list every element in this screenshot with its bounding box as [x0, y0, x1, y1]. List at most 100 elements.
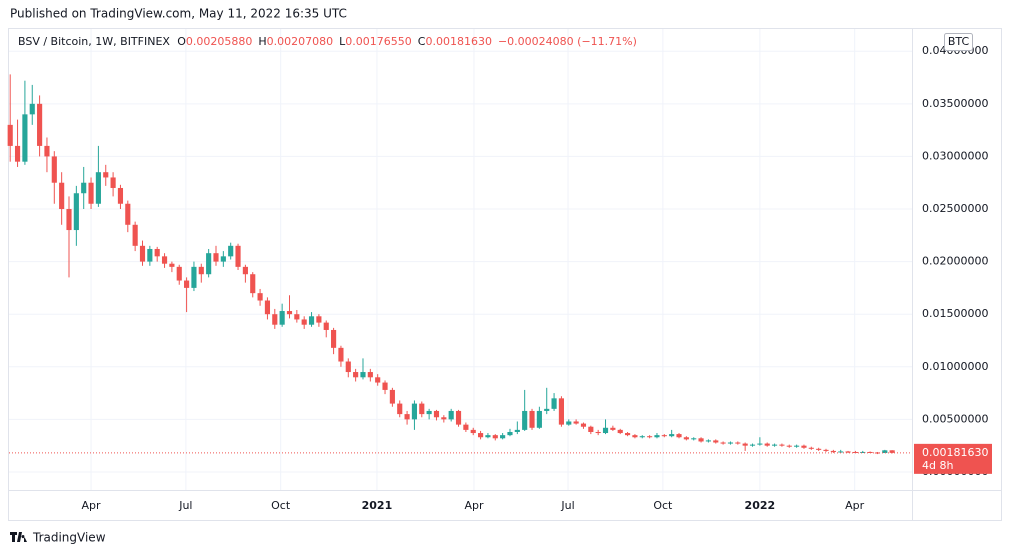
candle-body [771, 444, 778, 446]
grid [9, 29, 912, 490]
candle-body [470, 429, 476, 434]
candles [7, 74, 895, 455]
candle-body [801, 445, 807, 448]
candle-body [602, 427, 609, 434]
x-tick-label: Apr [845, 499, 865, 512]
candle-body [536, 410, 542, 428]
candle-body [816, 448, 822, 450]
candle-body [617, 429, 623, 434]
frame [8, 28, 1002, 521]
candle-body [580, 423, 587, 427]
candle-body [191, 266, 197, 288]
price-scale: 0.000000000.005000000.010000000.01500000… [922, 44, 988, 478]
candle-body [764, 443, 770, 446]
candle-body [117, 187, 124, 204]
x-tick-label: Jul [178, 499, 192, 512]
y-tick-label: 0.03500000 [922, 97, 988, 110]
candle-body [485, 435, 491, 438]
candle-body [308, 316, 315, 325]
candle-body [110, 177, 116, 188]
candle-body [51, 156, 57, 183]
candle-body [59, 182, 65, 210]
candle-body [529, 410, 535, 428]
candle-body [676, 434, 682, 438]
candle-body [7, 124, 13, 146]
candle-body [595, 431, 601, 434]
legend-symbol: BSV / Bitcoin, 1W, BITFINEX [18, 35, 170, 48]
y-tick-label: 0.02000000 [922, 255, 988, 268]
candle-body [882, 450, 888, 454]
candle-body [830, 450, 836, 452]
candle-body [176, 266, 182, 281]
legend-key: H [258, 35, 266, 48]
candle-body [558, 398, 564, 425]
candle-body [125, 203, 131, 225]
candle-body [889, 450, 895, 453]
published-note: Published on TradingView.com, May 11, 20… [10, 7, 347, 21]
candle-body [206, 253, 212, 275]
candle-body [713, 440, 719, 443]
candle-body [279, 311, 285, 325]
candle-body [566, 421, 572, 425]
candle-body [272, 314, 278, 325]
legend-change: −0.00024080 (−11.71%) [498, 35, 637, 48]
candle-body [382, 382, 388, 390]
candle-body [691, 438, 697, 440]
candle-body [29, 103, 35, 115]
candle-body [426, 410, 432, 415]
candle-body [624, 433, 631, 436]
candle-body [220, 256, 226, 262]
candle-body [698, 438, 704, 442]
candle-body [235, 245, 241, 267]
candle-body [37, 103, 43, 146]
y-tick-label: 0.03000000 [922, 149, 988, 162]
candle-body [838, 451, 844, 453]
logo-icon [10, 532, 27, 542]
candle-body [639, 436, 645, 438]
candle-body [735, 442, 741, 444]
x-tick-label: Jul [560, 499, 574, 512]
candle-body [588, 426, 594, 432]
time-scale: Apr Jul Oct 2021 Apr Jul Oct 2022 Apr [82, 499, 865, 512]
candle-body [492, 435, 498, 439]
candle-body [88, 182, 94, 204]
candle-body [419, 403, 425, 415]
currency-box [944, 33, 973, 51]
candle-body [647, 436, 653, 438]
legend: BSV / Bitcoin, 1W, BITFINEX O0.00205880 H0… [18, 35, 637, 48]
candle-body [860, 451, 866, 453]
candle-body [154, 248, 160, 257]
candle-body [242, 266, 248, 275]
candle-body [132, 224, 138, 246]
legend-key: L [339, 35, 346, 48]
currency-label: BTC [948, 35, 970, 48]
footer-brand: TradingView [32, 531, 106, 545]
candle-body [103, 172, 109, 178]
candle-body [808, 447, 814, 449]
candle-body [514, 429, 520, 432]
candle-body [573, 421, 579, 424]
candle-body [250, 274, 256, 294]
candle-body [81, 182, 87, 194]
last-price-label: 0.00181630 [922, 446, 988, 459]
candle-body [323, 322, 329, 330]
candle-body [522, 410, 528, 430]
candle-body [22, 114, 28, 162]
legend-value: 0.00205880 [186, 35, 252, 48]
footer-logo: TradingView [10, 531, 106, 545]
candle-body [507, 431, 513, 436]
x-tick-label: Apr [82, 499, 102, 512]
candle-body [95, 172, 101, 204]
candle-body [161, 256, 168, 264]
candle-body [147, 248, 153, 262]
y-tick-label: 0.00500000 [922, 412, 988, 425]
candle-body [14, 145, 21, 162]
candle-body [169, 263, 175, 267]
legend-value: 0.00181630 [425, 35, 491, 48]
candle-body [404, 414, 410, 420]
legend-key: C [418, 35, 426, 48]
x-tick-label: Oct [653, 499, 673, 512]
candle-body [264, 300, 271, 315]
